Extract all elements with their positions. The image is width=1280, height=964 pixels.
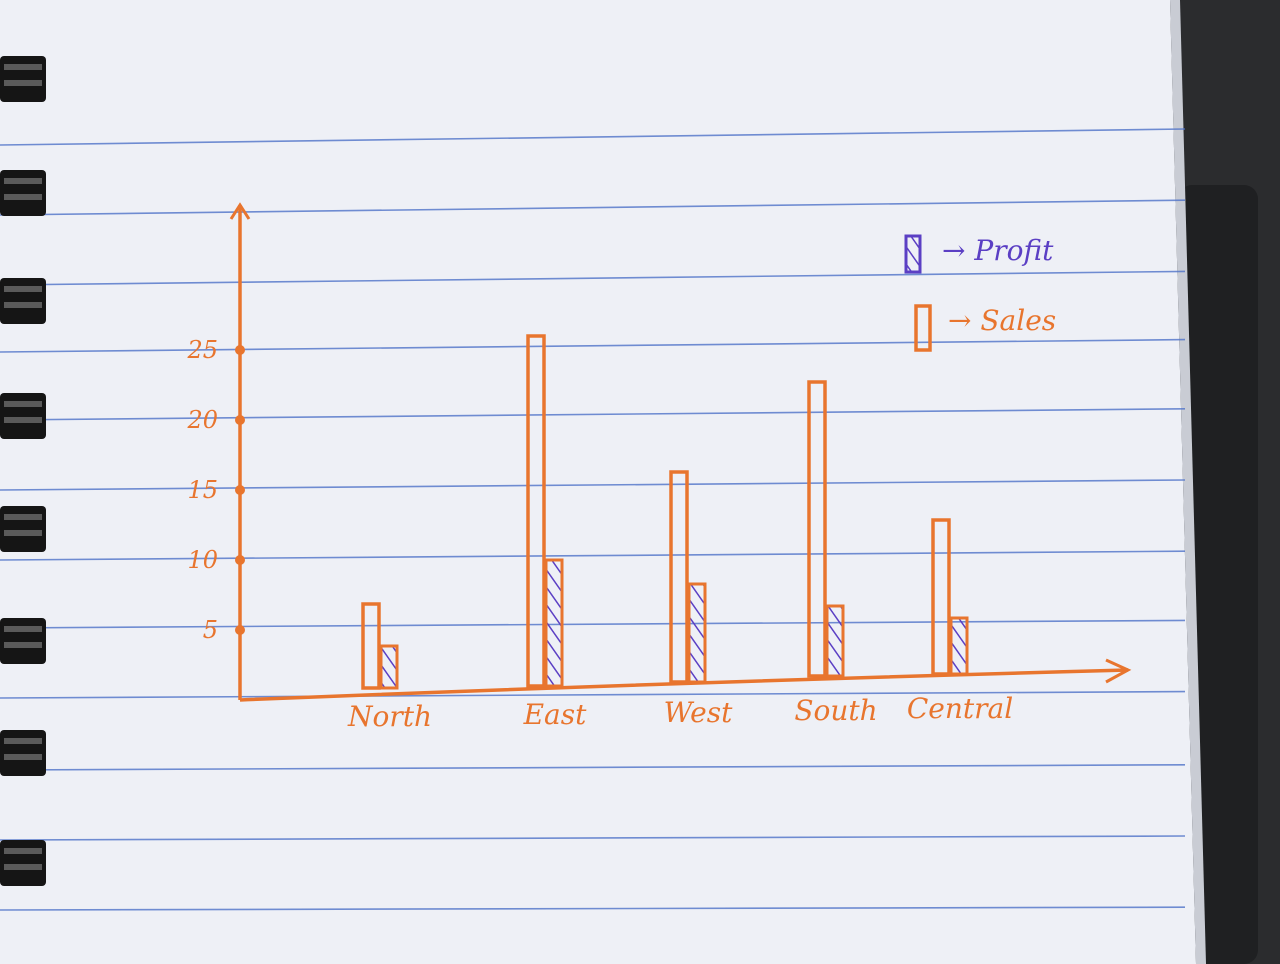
ring-highlight (4, 626, 42, 632)
y-tick-dot (235, 625, 245, 635)
ruled-lines (0, 128, 1186, 911)
x-tick-label: East (523, 698, 588, 731)
sales-bar (526, 334, 546, 688)
y-tick-label: 10 (187, 546, 218, 574)
profit-bar (687, 582, 707, 684)
x-tick-label: North (347, 700, 432, 733)
rule-line (0, 690, 1186, 699)
ring-highlight (4, 64, 42, 70)
rule-line (0, 338, 1186, 353)
spiral-ring (0, 56, 46, 102)
y-tick-dot (235, 485, 245, 495)
bars (361, 334, 969, 690)
legend-profit-icon (904, 234, 922, 274)
spiral-ring (0, 393, 46, 439)
sales-bar (361, 602, 381, 690)
rule-line (0, 619, 1186, 629)
rule-line (0, 408, 1186, 421)
spiral-ring (0, 170, 46, 216)
rule-line (0, 906, 1186, 911)
ring-highlight (4, 80, 42, 86)
spiral-ring (0, 730, 46, 776)
sales-bar (669, 470, 689, 684)
legend-profit-label: → Profit (942, 234, 1054, 267)
ring-body (0, 56, 46, 102)
profit-bar (949, 616, 969, 676)
rule-line (0, 270, 1186, 286)
spiral-binding (0, 56, 46, 886)
y-tick-label: 5 (203, 616, 218, 644)
ring-body (0, 506, 46, 552)
ring-highlight (4, 530, 42, 536)
sales-bar (931, 518, 951, 676)
y-tick-label: 25 (186, 336, 218, 364)
y-axis-arrow (229, 202, 251, 220)
legend-sales-icon (914, 304, 932, 352)
x-tick-label: West (664, 696, 733, 729)
rule-line (0, 835, 1186, 841)
ring-highlight (4, 642, 42, 648)
ring-highlight (4, 417, 42, 423)
ring-body (0, 393, 46, 439)
y-tick-dot (235, 415, 245, 425)
x-tick-label: South (794, 694, 877, 727)
spiral-ring (0, 278, 46, 324)
rule-line (0, 128, 1186, 146)
profit-bar (379, 644, 399, 690)
rule-line (0, 550, 1186, 561)
page-shadow (1170, 0, 1206, 964)
y-tick-dot (235, 555, 245, 565)
ring-highlight (4, 178, 42, 184)
legend: → Profit → Sales (904, 234, 1056, 352)
profit-bar (544, 558, 564, 688)
ring-highlight (4, 286, 42, 292)
ring-highlight (4, 864, 42, 870)
rule-line (0, 479, 1186, 491)
ring-body (0, 278, 46, 324)
y-tick-dot (235, 345, 245, 355)
y-tick-label: 15 (187, 476, 218, 504)
rule-line (0, 199, 1186, 216)
x-axis-arrow (1105, 658, 1132, 684)
ring-highlight (4, 754, 42, 760)
ring-highlight (4, 302, 42, 308)
ring-body (0, 618, 46, 664)
profit-bar (825, 604, 845, 678)
ring-body (0, 730, 46, 776)
ring-body (0, 170, 46, 216)
ring-highlight (4, 738, 42, 744)
bar-chart: 5 10 15 20 25 North East West South Central (186, 202, 1132, 733)
notebook-page (0, 0, 1196, 964)
category-labels: North East West South Central (347, 692, 1013, 733)
legend-sales-label: → Sales (948, 304, 1056, 337)
ring-highlight (4, 514, 42, 520)
ring-body (0, 840, 46, 886)
x-tick-label: Central (907, 692, 1013, 725)
y-ticks: 5 10 15 20 25 (186, 336, 245, 644)
spiral-ring (0, 618, 46, 664)
spiral-ring (0, 840, 46, 886)
y-tick-label: 20 (186, 406, 218, 434)
ring-highlight (4, 194, 42, 200)
ring-highlight (4, 848, 42, 854)
ring-highlight (4, 401, 42, 407)
sales-bar (807, 380, 827, 678)
rule-line (0, 763, 1186, 771)
spiral-ring (0, 506, 46, 552)
